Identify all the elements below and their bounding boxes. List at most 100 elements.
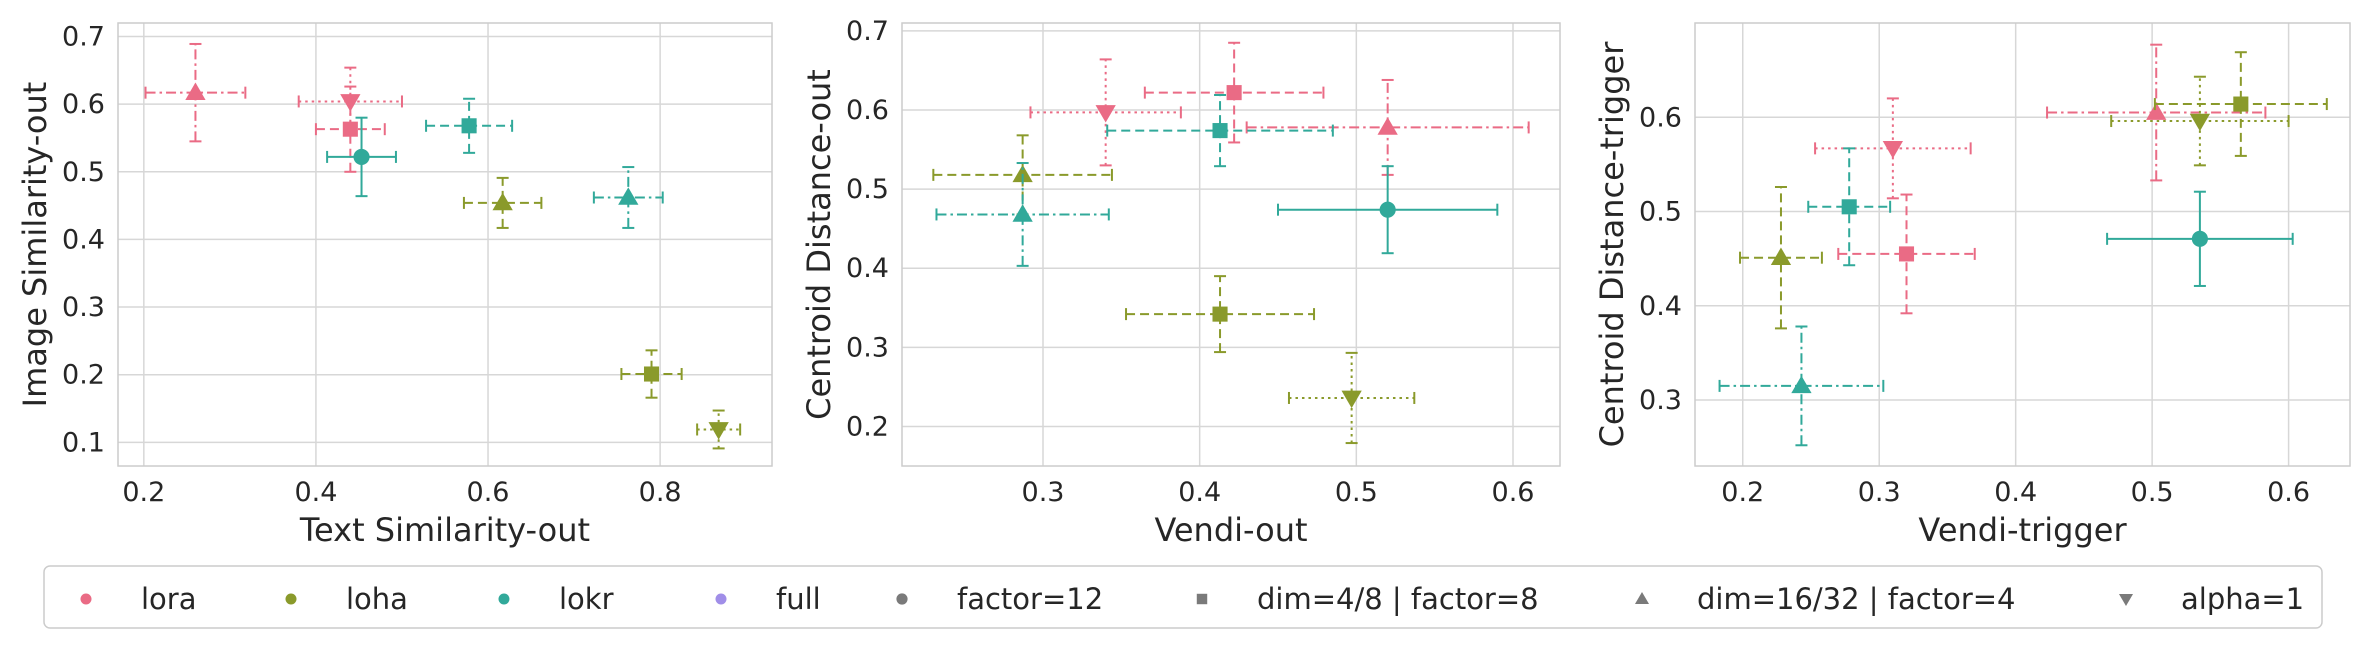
x-tick-label: 0.4 (1994, 477, 2037, 508)
y-tick-label: 0.5 (62, 157, 105, 188)
legend-marker-circle (896, 593, 908, 605)
plot-frame (901, 22, 1561, 467)
marker-square (643, 366, 660, 382)
marker-circle (2191, 230, 2208, 247)
legend-marker-triangle-up (1634, 591, 1650, 605)
marker-square (1212, 123, 1228, 139)
marker-triangle-down (708, 422, 729, 440)
y-tick-label: 0.7 (846, 16, 889, 47)
y-tick-label: 0.5 (1639, 197, 1682, 228)
marker-triangle-up (492, 192, 513, 211)
marker-square (342, 121, 358, 137)
legend-item-lokr: lokr (498, 582, 614, 616)
y-tick-label: 0.6 (62, 89, 105, 120)
data-point-lokr-triangle-up (592, 166, 664, 229)
marker-circle (1379, 201, 1396, 218)
marker-triangle-up (1012, 204, 1033, 222)
x-axis-label: Vendi-trigger (1918, 511, 2127, 549)
plot-frame (117, 22, 773, 467)
grid (118, 23, 772, 466)
legend-label: lokr (559, 582, 614, 616)
marker-square (1226, 85, 1242, 101)
marker-square (461, 118, 477, 134)
x-tick-label: 0.4 (1178, 477, 1221, 508)
x-tick-label: 0.3 (1858, 477, 1901, 508)
data-point-lora-square (1837, 193, 1976, 315)
marker-triangle-up (1770, 247, 1792, 265)
y-tick-label: 0.7 (62, 22, 105, 53)
legend-label: full (776, 582, 821, 616)
legend-marker-square (1196, 593, 1208, 605)
x-tick-label: 0.6 (2267, 477, 2310, 508)
y-axis-label: Centroid Distance-out (800, 69, 838, 420)
data-point-loha-triangle-up (462, 176, 543, 229)
data-point-lora-triangle-down (1029, 58, 1182, 167)
grid (902, 23, 1560, 466)
plot-frame (1694, 22, 2351, 467)
x-tick-label: 0.5 (1335, 477, 1378, 508)
marker-square (1898, 246, 1915, 262)
marker-triangle-up (1377, 117, 1398, 135)
data-point-lokr-circle (2106, 190, 2294, 287)
legend-label: factor=12 (957, 582, 1103, 616)
y-tick-label: 0.3 (62, 292, 105, 323)
data-point-lora-triangle-down (1814, 97, 1972, 200)
marker-triangle-down (1095, 105, 1116, 123)
x-tick-label: 0.8 (639, 477, 682, 508)
x-tick-label: 0.6 (467, 477, 510, 508)
legend-label: dim=4/8 | factor=8 (1257, 582, 1539, 616)
marker-triangle-down (340, 94, 361, 112)
y-tick-label: 0.4 (62, 224, 105, 255)
y-axis-label: Image Similarity-out (16, 82, 54, 408)
x-axis-label: Vendi-out (1154, 511, 1307, 549)
data-point-loha-triangle-down (696, 409, 742, 450)
panel-1: 0.2 0.4 0.6 0.8 0.1 0.2 0.3 0.4 0.5 0.6 0.7 Text Si… (16, 22, 773, 549)
y-tick-label: 0.1 (62, 427, 105, 458)
legend-box (43, 565, 2323, 629)
data-point-lokr-square (425, 97, 514, 154)
marker-square (1212, 306, 1228, 322)
x-axis-label: Text Similarity-out (299, 511, 590, 549)
y-tick-label: 0.5 (846, 174, 889, 205)
data-point-loha-square (2153, 51, 2328, 157)
legend-swatch (498, 593, 510, 605)
y-tick-label: 0.3 (846, 332, 889, 363)
data-point-lokr-square (1807, 147, 1892, 267)
panel-3: 0.2 0.3 0.4 0.5 0.6 0.3 0.4 0.5 0.6 Vendi-trigger… (1593, 22, 2351, 549)
data-point-lora-triangle-up (2046, 43, 2267, 182)
marker-circle (353, 148, 370, 165)
data-point-loha-triangle-up (1739, 186, 1823, 330)
legend-label: alpha=1 (2181, 582, 2304, 616)
x-tick-label: 0.2 (122, 477, 165, 508)
y-tick-label: 0.6 (1639, 102, 1682, 133)
marker-triangle-down (1882, 141, 1904, 159)
y-tick-label: 0.4 (846, 253, 889, 284)
legend-item-loha: loha (285, 582, 408, 616)
data-point-lokr-triangle-up (1718, 325, 1885, 447)
y-axis-label: Centroid Distance-trigger (1593, 41, 1631, 448)
legend-marker-triangle-down (2118, 593, 2134, 607)
data-point-loha-square (1125, 275, 1316, 354)
marker-square (2233, 96, 2249, 112)
y-tick-label: 0.6 (846, 95, 889, 126)
x-tick-label: 0.2 (1721, 477, 1764, 508)
data-point-loha-triangle-down (2110, 75, 2290, 167)
legend-label: loha (346, 582, 408, 616)
data-point-lora-triangle-up (1245, 78, 1530, 176)
data-point-lokr-circle (326, 116, 397, 198)
panel-2: 0.3 0.4 0.5 0.6 0.2 0.3 0.4 0.5 0.6 0.7 Vendi-out C… (800, 16, 1561, 549)
legend-swatch (285, 593, 297, 605)
x-tick-label: 0.6 (1492, 477, 1535, 508)
y-tick-label: 0.3 (1639, 385, 1682, 416)
x-tick-label: 0.5 (2131, 477, 2174, 508)
marker-triangle-down (2189, 113, 2211, 132)
legend-item-factor-12: factor=12 (896, 582, 1103, 616)
marker-triangle-up (185, 82, 206, 100)
legend-item-full: full (715, 582, 821, 616)
legend-label: dim=16/32 | factor=4 (1697, 582, 2016, 616)
x-tick-label: 0.4 (294, 477, 337, 508)
legend: lora loha lokr full factor=12 dim=4/8 | facto… (43, 565, 2323, 629)
y-tick-label: 0.2 (62, 360, 105, 391)
marker-square (1841, 199, 1857, 215)
